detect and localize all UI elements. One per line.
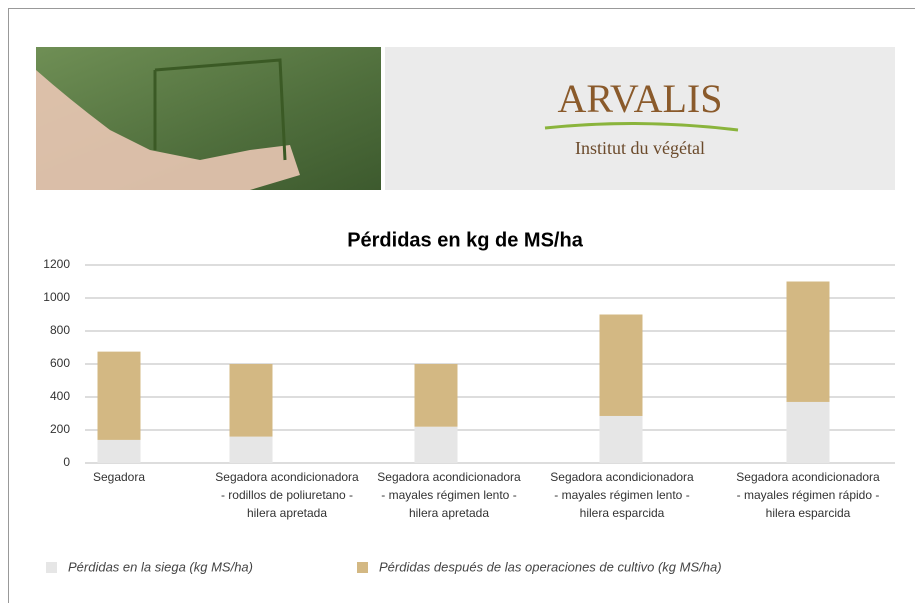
chart-title: Pérdidas en kg de MS/ha <box>347 229 584 251</box>
legend-swatch <box>357 562 368 573</box>
x-tick-label: Segadora <box>93 470 145 484</box>
bar-segment <box>230 437 273 463</box>
bar-segment <box>600 416 643 463</box>
x-tick-label: Segadora acondicionadora <box>736 470 880 484</box>
x-tick-label: Segadora acondicionadora <box>215 470 359 484</box>
x-tick-label: hilera esparcida <box>580 506 665 520</box>
bar-segment <box>98 352 141 440</box>
bar-segment <box>787 282 830 402</box>
bar-segment <box>230 364 273 437</box>
legend-swatch <box>46 562 57 573</box>
x-tick-label: - rodillos de poliuretano - <box>221 488 353 502</box>
page: ARVALIS Institut du végétal Pérdidas en … <box>0 0 915 602</box>
x-tick-label: - mayales régimen rápido - <box>737 488 880 502</box>
bar-segment <box>600 315 643 416</box>
x-tick-label: hilera esparcida <box>766 506 851 520</box>
bar-segment <box>787 402 830 463</box>
y-tick-label: 1000 <box>43 290 70 304</box>
x-tick-label: - mayales régimen lento - <box>554 488 689 502</box>
x-tick-label: - mayales régimen lento - <box>381 488 516 502</box>
bar-segment <box>415 364 458 427</box>
legend-label: Pérdidas después de las operaciones de c… <box>379 559 722 574</box>
x-tick-label: hilera apretada <box>409 506 489 520</box>
bar-segment <box>415 427 458 463</box>
y-tick-label: 600 <box>50 356 70 370</box>
x-tick-label: hilera apretada <box>247 506 327 520</box>
y-tick-label: 200 <box>50 422 70 436</box>
y-tick-label: 0 <box>63 455 70 469</box>
y-tick-label: 400 <box>50 389 70 403</box>
x-tick-label: Segadora acondicionadora <box>377 470 521 484</box>
chart: ARVALIS Institut du végétal Pérdidas en … <box>0 0 915 602</box>
y-tick-label: 1200 <box>43 257 70 271</box>
legend-label: Pérdidas en la siega (kg MS/ha) <box>68 559 253 574</box>
logo-name: ARVALIS <box>558 76 723 121</box>
logo-tagline: Institut du végétal <box>575 138 705 158</box>
y-tick-label: 800 <box>50 323 70 337</box>
bar-segment <box>98 440 141 463</box>
x-tick-label: Segadora acondicionadora <box>550 470 694 484</box>
